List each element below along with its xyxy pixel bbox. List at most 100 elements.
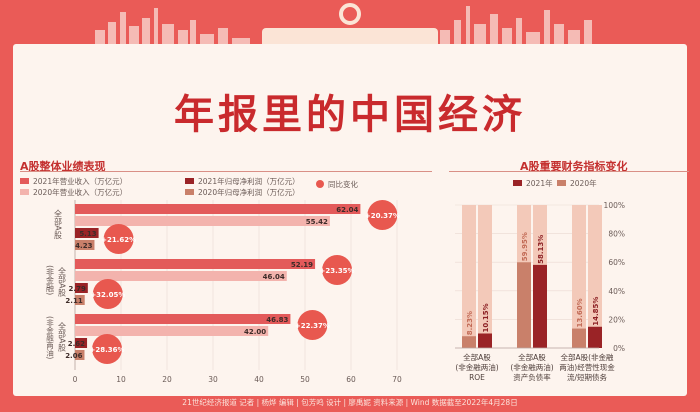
bar-np2020-value: 2.11 [65, 297, 82, 305]
category-label: 资产负债率 [513, 372, 551, 382]
np-yoy-circle [92, 334, 123, 364]
right-section-title: A股重要财务指标变化 [520, 160, 628, 173]
bar-np2021-value: 5.13 [79, 230, 96, 238]
right-section-rule [449, 171, 689, 172]
footer-credits: 21世纪经济报道 记者 | 杨烨 编辑 | 包芳鸣 设计 | 廖禹妮 资料来源 … [182, 398, 518, 407]
category-label: (非金融两油) [45, 316, 54, 359]
np-yoy-label: +28.36% [90, 346, 125, 354]
x-tick-label: 70 [392, 375, 402, 384]
category-label: (非金融两油) [510, 362, 553, 372]
np-yoy-circle [92, 279, 123, 309]
category-label: (非金融) [46, 265, 55, 295]
legend-rev2020: 2020年营业收入（万亿元） [33, 187, 127, 197]
x-tick-label: 60 [346, 375, 356, 384]
legend-rev2021: 2021年营业收入（万亿元） [33, 176, 127, 186]
category-label: 两油)经营性现金 [559, 362, 615, 372]
bar-rev2020 [75, 271, 287, 281]
category-label: (非金融两油) [455, 362, 498, 372]
legend-2020-swatch [557, 180, 566, 186]
legend-np2021-swatch [185, 178, 194, 184]
bar-np2021-value: 2.79 [69, 285, 86, 293]
rev-yoy-label: +23.35% [320, 267, 355, 275]
x-tick-label: 30 [208, 375, 218, 384]
bar-rev2021 [75, 259, 316, 269]
bar-rev2021-value: 46.83 [266, 316, 288, 324]
bar-np2020-value: 2.06 [65, 352, 82, 360]
value-label-2020: 13.60% [576, 298, 584, 327]
y-tick-label: 20% [608, 315, 625, 324]
value-label-2020: 8.23% [466, 311, 474, 335]
bar-2021 [588, 326, 602, 348]
bar-background-2020 [462, 205, 476, 348]
value-label-2021: 14.85% [592, 297, 600, 326]
legend-yoy-swatch [316, 180, 324, 188]
y-tick-label: 60% [608, 258, 625, 267]
value-label-2020: 59.95% [521, 232, 529, 261]
performance-bar-chart: 2021年营业收入（万亿元）2020年营业收入（万亿元） 2021年归母净利润（万… [20, 176, 402, 384]
left-section-title: A股整体业绩表现 [20, 160, 106, 173]
bar-np2020 [75, 350, 85, 360]
x-tick-label: 50 [300, 375, 310, 384]
bar-np2020 [75, 240, 95, 250]
np-yoy-label: +21.62% [101, 236, 136, 244]
legend-yoy: 同比变化 [328, 179, 358, 189]
bar-np2021-value: 2.62 [68, 340, 85, 348]
legend-2021: 2021年 [526, 178, 553, 188]
y-tick-label: 0% [613, 344, 625, 353]
value-label-2021: 58.13% [537, 235, 545, 264]
rev-yoy-circle [367, 200, 398, 230]
category-label: 全部A股 [54, 208, 63, 239]
x-tick-label: 40 [254, 375, 264, 384]
bar-background-2021 [588, 205, 602, 348]
y-tick-label: 100% [604, 201, 625, 210]
bar-background-2020 [572, 205, 586, 348]
bar-rev2021 [75, 314, 291, 324]
rev-yoy-circle [297, 310, 328, 340]
bar-np2020-value: 4.23 [75, 242, 92, 250]
bar-np2021 [75, 338, 88, 348]
legend-rev2021-swatch [20, 178, 29, 184]
y-tick-label: 80% [608, 230, 625, 239]
left-section-rule [20, 171, 432, 172]
bar-rev2020-value: 46.04 [263, 273, 285, 281]
legend-np2021: 2021年归母净利润（万亿元） [198, 176, 300, 186]
legend-2021-swatch [513, 180, 522, 186]
value-label-2021: 10.15% [482, 303, 490, 332]
bar-rev2021-value: 62.04 [336, 206, 358, 214]
bar-np2021 [75, 228, 99, 238]
category-label: 全部A股 [463, 352, 491, 362]
legend-np2020: 2020年归母净利润（万亿元） [198, 187, 300, 197]
rev-yoy-label: +22.37% [295, 322, 330, 330]
bar-2020 [517, 262, 531, 348]
legend-np2020-swatch [185, 189, 194, 195]
bar-np2021 [75, 283, 88, 293]
bar-2021 [533, 264, 547, 348]
np-yoy-circle [103, 224, 134, 254]
bar-2021 [478, 333, 492, 348]
x-tick-label: 10 [116, 375, 126, 384]
category-label: 全部A股(非金融 [560, 352, 614, 362]
bar-rev2020 [75, 216, 330, 226]
category-label: 流/短期债务 [567, 372, 608, 382]
legend-2020: 2020年 [570, 178, 597, 188]
category-label: ROE [469, 373, 485, 382]
category-label: 全部A股 [58, 266, 67, 297]
np-yoy-label: +32.05% [90, 291, 125, 299]
bar-background-2021 [478, 205, 492, 348]
bar-2020 [572, 328, 586, 348]
bar-rev2020-value: 42.00 [244, 328, 266, 336]
bar-rev2020-value: 55.42 [306, 218, 328, 226]
x-tick-label: 20 [162, 375, 172, 384]
legend-rev2020-swatch [20, 189, 29, 195]
rev-yoy-circle [322, 255, 353, 285]
category-label: 全部A股 [58, 321, 67, 352]
financial-indicator-chart: 2021年 2020年 0% 20% 40% 60% 80% 100% 8.23% 10.15% 全… [455, 178, 625, 382]
rev-yoy-label: +20.37% [365, 212, 400, 220]
x-tick-label: 0 [73, 375, 78, 384]
bar-2020 [462, 336, 476, 348]
bar-rev2021-value: 52.19 [291, 261, 313, 269]
bar-np2020 [75, 295, 85, 305]
page-title: 年报里的中国经济 [174, 92, 526, 138]
bar-rev2020 [75, 326, 269, 336]
category-label: 全部A股 [518, 352, 546, 362]
